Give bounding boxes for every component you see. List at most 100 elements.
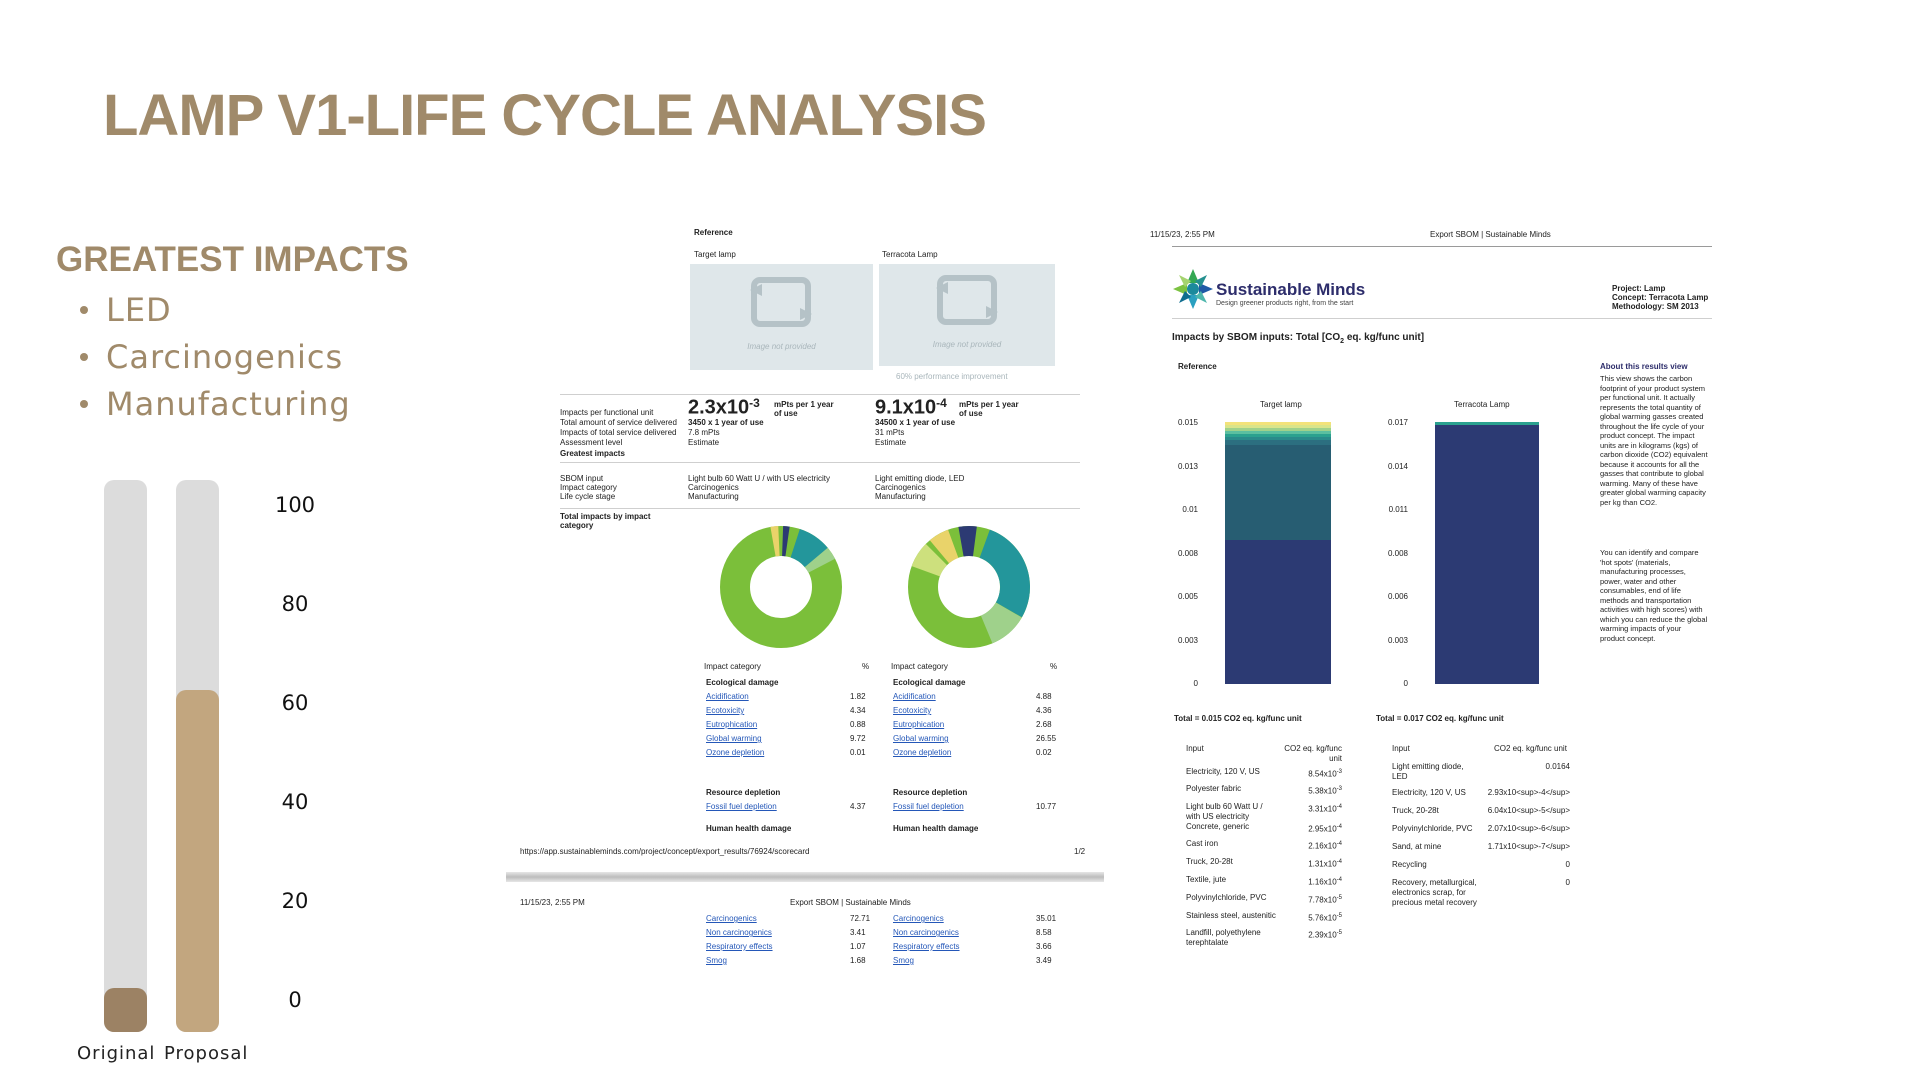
impact-link[interactable]: Global warming <box>893 734 949 743</box>
brand-tagline: Design greener products right, from the … <box>1216 300 1354 307</box>
category-label-proposal: Proposal <box>164 1043 249 1064</box>
impact-label: Manufacturing <box>106 384 351 423</box>
input-name: Electricity, 120 V, US <box>1392 788 1466 797</box>
impact-link[interactable]: Acidification <box>706 692 749 701</box>
y-tick-label: 20 <box>281 889 309 913</box>
original-bar <box>104 987 147 1032</box>
col2-service: 34500 x 1 year of use <box>875 418 956 427</box>
impact-link[interactable]: Smog <box>893 956 914 965</box>
col1-level: Estimate <box>688 438 720 447</box>
table-head-unit: CO2 eq. kg/func unit <box>1494 744 1567 753</box>
sbom-report-document: 11/15/23, 2:55 PM Export SBOM | Sustaina… <box>1150 222 1720 982</box>
input-value: 7.78x10-5 <box>1308 895 1342 905</box>
col2-category: Carcinogenics <box>875 483 926 492</box>
input-value: 0 <box>1565 878 1570 887</box>
input-value: 3.31x10-4 <box>1308 804 1342 814</box>
impact-link[interactable]: Fossil fuel depletion <box>893 802 964 811</box>
bar-segment <box>1225 434 1331 437</box>
bar-segment <box>1225 440 1331 445</box>
list-item: Manufacturing <box>80 380 351 427</box>
input-value: 2.39x10-5 <box>1308 930 1342 940</box>
list-item: LED <box>80 286 351 333</box>
group-label: Ecological damage <box>893 678 966 687</box>
stack-chart-title-right: Terracota Lamp <box>1454 400 1510 409</box>
group-label: Resource depletion <box>706 788 781 797</box>
bar-segment <box>1225 425 1331 428</box>
page-title: LAMP V1-LIFE CYCLE ANALYSIS <box>103 83 987 148</box>
table-head-input: Input <box>1186 744 1204 753</box>
impact-link[interactable]: Carcinogenics <box>893 914 944 923</box>
col2-unit: mPts per 1 year of use <box>959 400 1019 418</box>
right-total: Total = 0.017 CO2 eq. kg/func unit <box>1376 714 1504 723</box>
divider <box>560 462 1080 463</box>
col1-name: Target lamp <box>694 250 736 259</box>
table-head-input: Input <box>1392 744 1410 753</box>
image-placeholder-icon <box>750 277 812 327</box>
image-placeholder-text: Image not provided <box>932 340 1002 349</box>
footer-title: Export SBOM | Sustainable Minds <box>790 898 911 907</box>
impact-link[interactable]: Ozone depletion <box>893 748 952 757</box>
input-name: Sand, at mine <box>1392 842 1442 851</box>
impact-link[interactable]: Ecotoxicity <box>893 706 932 715</box>
group-label: Human health damage <box>706 824 792 833</box>
impact-link[interactable]: Acidification <box>893 692 936 701</box>
impact-pct: 8.58 <box>1036 928 1052 937</box>
y-tick-label: 80 <box>281 592 309 616</box>
table-head: Impact category <box>704 662 761 671</box>
impact-link[interactable]: Ozone depletion <box>706 748 765 757</box>
impact-link[interactable]: Ecotoxicity <box>706 706 745 715</box>
impact-pct: 1.07 <box>850 942 866 951</box>
input-name: Recovery, metallurgical, electronics scr… <box>1392 878 1477 907</box>
impact-label: Carcinogenics <box>106 337 344 376</box>
col2-stage: Manufacturing <box>875 492 926 501</box>
impact-link[interactable]: Eutrophication <box>706 720 758 729</box>
greatest-impacts-heading: GREATEST IMPACTS <box>56 240 409 279</box>
input-value: 2.07x10<sup>-6</sup> <box>1487 824 1570 833</box>
impact-link[interactable]: Global warming <box>706 734 762 743</box>
impact-pct: 1.68 <box>850 956 866 965</box>
reference-label: Reference <box>1178 362 1217 371</box>
y-tick-label: 0.011 <box>1388 505 1408 514</box>
impact-link[interactable]: Non carcinogenics <box>893 928 959 937</box>
bar-segment <box>1225 428 1331 431</box>
y-tick-label: 0.005 <box>1177 592 1198 601</box>
impact-link[interactable]: Smog <box>706 956 727 965</box>
scorecard-document: Reference Target lamp Terracota Lamp Ima… <box>506 222 1106 992</box>
impact-link[interactable]: Non carcinogenics <box>706 928 772 937</box>
impact-link[interactable]: Fossil fuel depletion <box>706 802 777 811</box>
list-item: Carcinogenics <box>80 333 351 380</box>
impact-pct: 4.88 <box>1036 692 1052 701</box>
col1-unit: mPts per 1 year of use <box>774 400 834 418</box>
input-value: 0 <box>1565 860 1570 869</box>
impact-link[interactable]: Carcinogenics <box>706 914 757 923</box>
row-label: Life cycle stage <box>560 492 616 501</box>
product-image-placeholder: Image not provided <box>879 264 1055 366</box>
impact-link[interactable]: Eutrophication <box>893 720 945 729</box>
y-tick-label: 0.003 <box>1387 635 1408 645</box>
row-label: Impact category <box>560 483 617 492</box>
bar-segment <box>1435 425 1539 684</box>
col2-level: Estimate <box>875 438 907 447</box>
impact-pct: 3.49 <box>1036 956 1052 965</box>
row-label: Total amount of service delivered <box>560 418 677 427</box>
input-name: Cast iron <box>1186 839 1219 848</box>
impact-link[interactable]: Respiratory effects <box>893 942 960 951</box>
bar-segment <box>1225 437 1331 440</box>
input-value: 5.76x10-5 <box>1308 913 1342 923</box>
row-label: Impacts per functional unit <box>560 408 654 417</box>
greatest-impacts-list: LED Carcinogenics Manufacturing <box>80 286 351 427</box>
page-number: 1/2 <box>1074 847 1086 856</box>
impact-link[interactable]: Respiratory effects <box>706 942 773 951</box>
y-tick-label: 40 <box>281 790 309 814</box>
divider <box>1172 246 1712 247</box>
category-label-original: Original <box>77 1043 156 1064</box>
methodology-label: Methodology: SM 2013 <box>1612 302 1699 311</box>
about-text-1: This view shows the carbon footprint of … <box>1600 374 1708 507</box>
bar-segment <box>1225 431 1331 434</box>
impact-pct: 10.77 <box>1036 802 1057 811</box>
input-value: 1.16x10-4 <box>1308 877 1342 887</box>
sustainable-minds-logo-icon <box>1173 269 1213 309</box>
bullet-icon <box>80 352 88 361</box>
col1-total: 7.8 mPts <box>688 428 720 437</box>
stacked-bar-target-lamp <box>1225 422 1331 684</box>
